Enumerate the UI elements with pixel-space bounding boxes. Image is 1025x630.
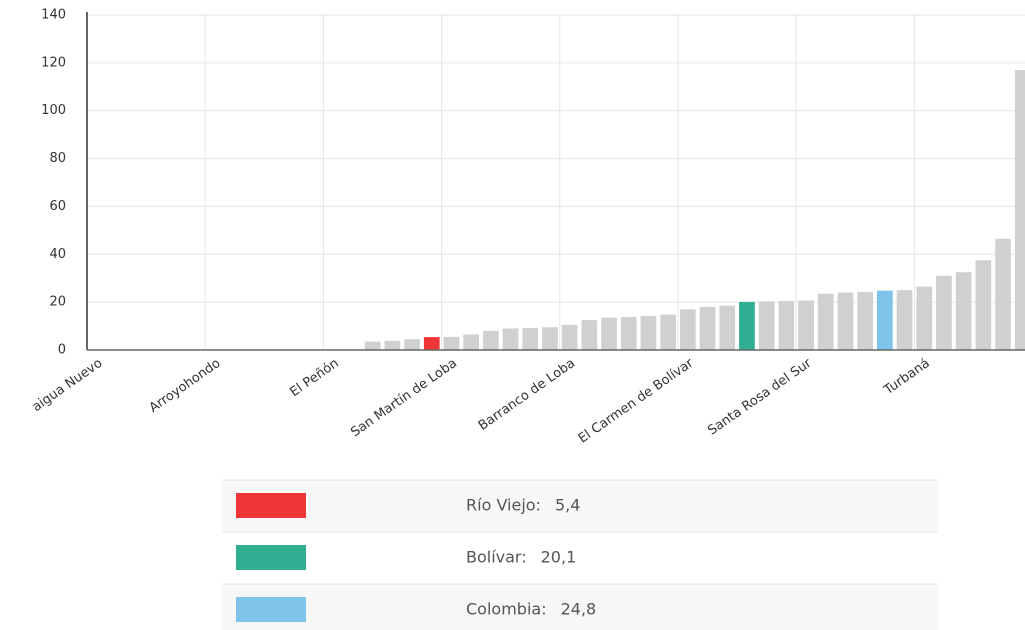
legend-name: Río Viejo: — [466, 496, 541, 515]
x-tick-label: aigua Nuevo — [30, 356, 106, 415]
y-tick-label: 100 — [41, 103, 66, 118]
x-tick-label: El Carmen de Bolívar — [576, 355, 697, 446]
bar — [522, 327, 539, 350]
y-tick-label: 120 — [41, 55, 66, 70]
y-tick-label: 0 — [58, 343, 66, 358]
bar — [542, 327, 558, 350]
bar — [640, 316, 657, 350]
bar — [364, 341, 381, 350]
bar — [758, 301, 775, 350]
legend-value: 24,8 — [561, 600, 597, 619]
bar — [502, 328, 519, 350]
legend-swatch — [236, 597, 306, 622]
legend-swatch — [236, 493, 306, 518]
bar — [719, 305, 736, 350]
bar — [404, 339, 420, 350]
bar — [896, 290, 913, 350]
bar — [443, 336, 460, 350]
bar — [817, 293, 834, 350]
y-tick-label: 40 — [49, 247, 66, 262]
x-tick-label: Barranco de Loba — [476, 356, 578, 434]
bar — [1014, 70, 1025, 351]
legend-row — [222, 532, 938, 583]
legend-value: 20,1 — [541, 548, 577, 567]
bar — [916, 286, 933, 350]
x-tick-label: El Peñón — [287, 356, 341, 400]
legend-value: 5,4 — [555, 496, 580, 515]
legend-swatch — [236, 545, 306, 570]
bar — [660, 314, 676, 350]
bar — [601, 317, 617, 350]
x-tick-label: Santa Rosa del Sur — [705, 355, 815, 438]
legend-name: Bolívar: — [466, 548, 527, 567]
y-tick-label: 140 — [41, 8, 66, 23]
bar — [995, 238, 1011, 350]
legend-row — [222, 584, 938, 630]
bar — [680, 309, 696, 350]
bar — [463, 334, 479, 350]
bar — [936, 275, 952, 350]
bar — [739, 301, 755, 350]
bar — [699, 306, 716, 350]
bar — [877, 290, 893, 350]
y-tick-label: 60 — [49, 199, 66, 214]
bar — [423, 337, 440, 350]
bar — [857, 292, 873, 350]
bar — [837, 292, 854, 350]
bar — [581, 320, 598, 350]
bar — [778, 300, 795, 350]
bar — [975, 260, 992, 350]
legend-name: Colombia: — [466, 600, 547, 619]
legend-row — [222, 480, 938, 531]
x-tick-label: San Martín de Loba — [348, 356, 460, 440]
bar — [384, 340, 401, 350]
bar — [620, 316, 637, 350]
y-tick-label: 20 — [49, 295, 66, 310]
bar — [561, 324, 578, 350]
x-tick-label: Arroyohondo — [147, 356, 224, 416]
bar — [798, 300, 814, 350]
x-tick-label: Turbaná — [881, 356, 933, 399]
bar — [955, 272, 972, 350]
y-tick-label: 80 — [49, 151, 66, 166]
bar — [483, 330, 499, 350]
